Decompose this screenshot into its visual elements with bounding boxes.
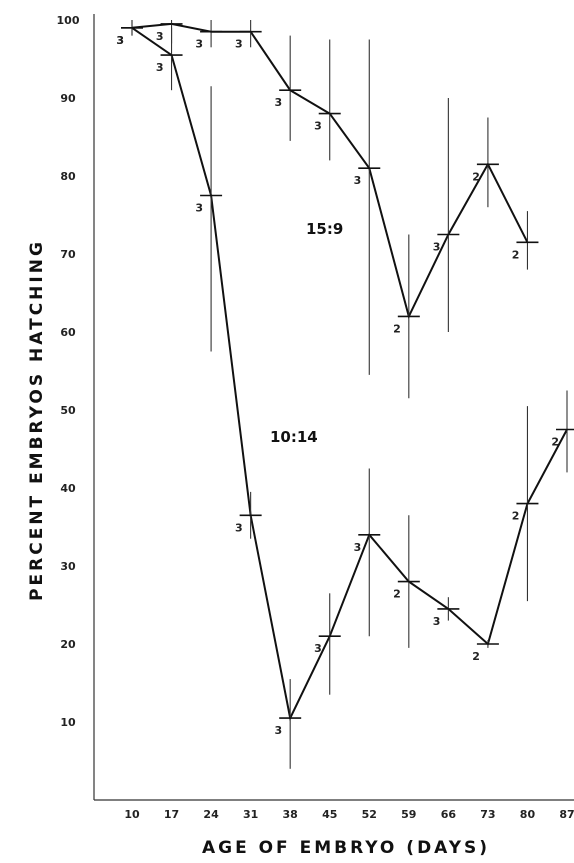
sample-size-label: 2 bbox=[551, 436, 559, 449]
x-tick-label: 73 bbox=[480, 808, 495, 821]
y-tick-label: 30 bbox=[60, 560, 76, 573]
sample-size-label: 3 bbox=[116, 34, 124, 47]
x-tick-label: 66 bbox=[441, 808, 457, 821]
y-tick-label: 70 bbox=[60, 248, 76, 261]
sample-size-label: 3 bbox=[433, 615, 441, 628]
series-10-14: 3 3 3 3 3 3 3 2 3 2 2 2 bbox=[116, 20, 574, 769]
x-tick-label: 59 bbox=[401, 808, 416, 821]
sample-size-label: 2 bbox=[393, 588, 401, 601]
sample-size-label: 3 bbox=[235, 521, 243, 534]
sample-size-label: 3 bbox=[275, 724, 283, 737]
sample-size-label: 3 bbox=[433, 241, 441, 254]
y-tick-label: 20 bbox=[60, 638, 76, 651]
series-label-15-9: 15:9 bbox=[306, 220, 343, 238]
x-tick-label: 10 bbox=[124, 808, 140, 821]
x-tick-label: 38 bbox=[283, 808, 298, 821]
series-layer: 3 3 3 3 3 3 3 2 3 2 23 3 3 3 3 3 3 2 3 2 2 2 bbox=[116, 20, 574, 769]
series-label-10-14: 10:14 bbox=[270, 428, 318, 446]
x-tick-label: 17 bbox=[164, 808, 179, 821]
y-tick-label: 60 bbox=[60, 326, 76, 339]
y-tick-label: 40 bbox=[60, 482, 76, 495]
sample-size-label: 3 bbox=[235, 38, 243, 51]
y-tick-label: 10 bbox=[60, 716, 76, 729]
y-tick-labels: 10 20 30 40 50 60 70 80 90 100 bbox=[57, 14, 80, 729]
y-tick-label: 80 bbox=[60, 170, 76, 183]
sample-size-label: 3 bbox=[354, 541, 362, 554]
sample-size-label: 3 bbox=[354, 174, 362, 187]
sample-size-label: 3 bbox=[314, 120, 322, 133]
sample-size-label: 2 bbox=[512, 510, 520, 523]
series-15-9: 3 3 3 3 3 3 3 2 3 2 2 bbox=[116, 20, 539, 399]
series-line-10-14 bbox=[131, 26, 568, 722]
y-tick-label: 50 bbox=[60, 404, 76, 417]
sample-size-label: 3 bbox=[314, 642, 322, 655]
sample-size-label: 3 bbox=[275, 96, 283, 109]
sample-size-label: 3 bbox=[116, 34, 124, 47]
sample-size-label: 2 bbox=[472, 170, 480, 183]
sample-size-label: 2 bbox=[393, 322, 401, 335]
x-tick-label: 80 bbox=[520, 808, 536, 821]
sample-size-label: 3 bbox=[156, 30, 164, 43]
y-tick-label: 100 bbox=[57, 14, 80, 27]
sample-size-label: 2 bbox=[472, 650, 480, 663]
x-tick-label: 87 bbox=[559, 808, 574, 821]
x-tick-label: 45 bbox=[322, 808, 337, 821]
sample-size-label: 3 bbox=[156, 61, 164, 74]
x-tick-labels: 10 17 24 31 38 45 52 59 66 73 80 87 bbox=[124, 808, 574, 821]
sample-size-label: 3 bbox=[195, 38, 203, 51]
x-tick-label: 31 bbox=[243, 808, 258, 821]
x-tick-label: 24 bbox=[203, 808, 219, 821]
sample-size-label: 3 bbox=[195, 202, 203, 215]
x-axis-title: AGE OF EMBRYO (DAYS) bbox=[202, 838, 490, 858]
y-tick-label: 90 bbox=[60, 92, 76, 105]
sample-size-label: 2 bbox=[512, 248, 520, 261]
x-tick-label: 52 bbox=[362, 808, 377, 821]
y-axis-title: PERCENT EMBRYOS HATCHING bbox=[27, 239, 47, 601]
